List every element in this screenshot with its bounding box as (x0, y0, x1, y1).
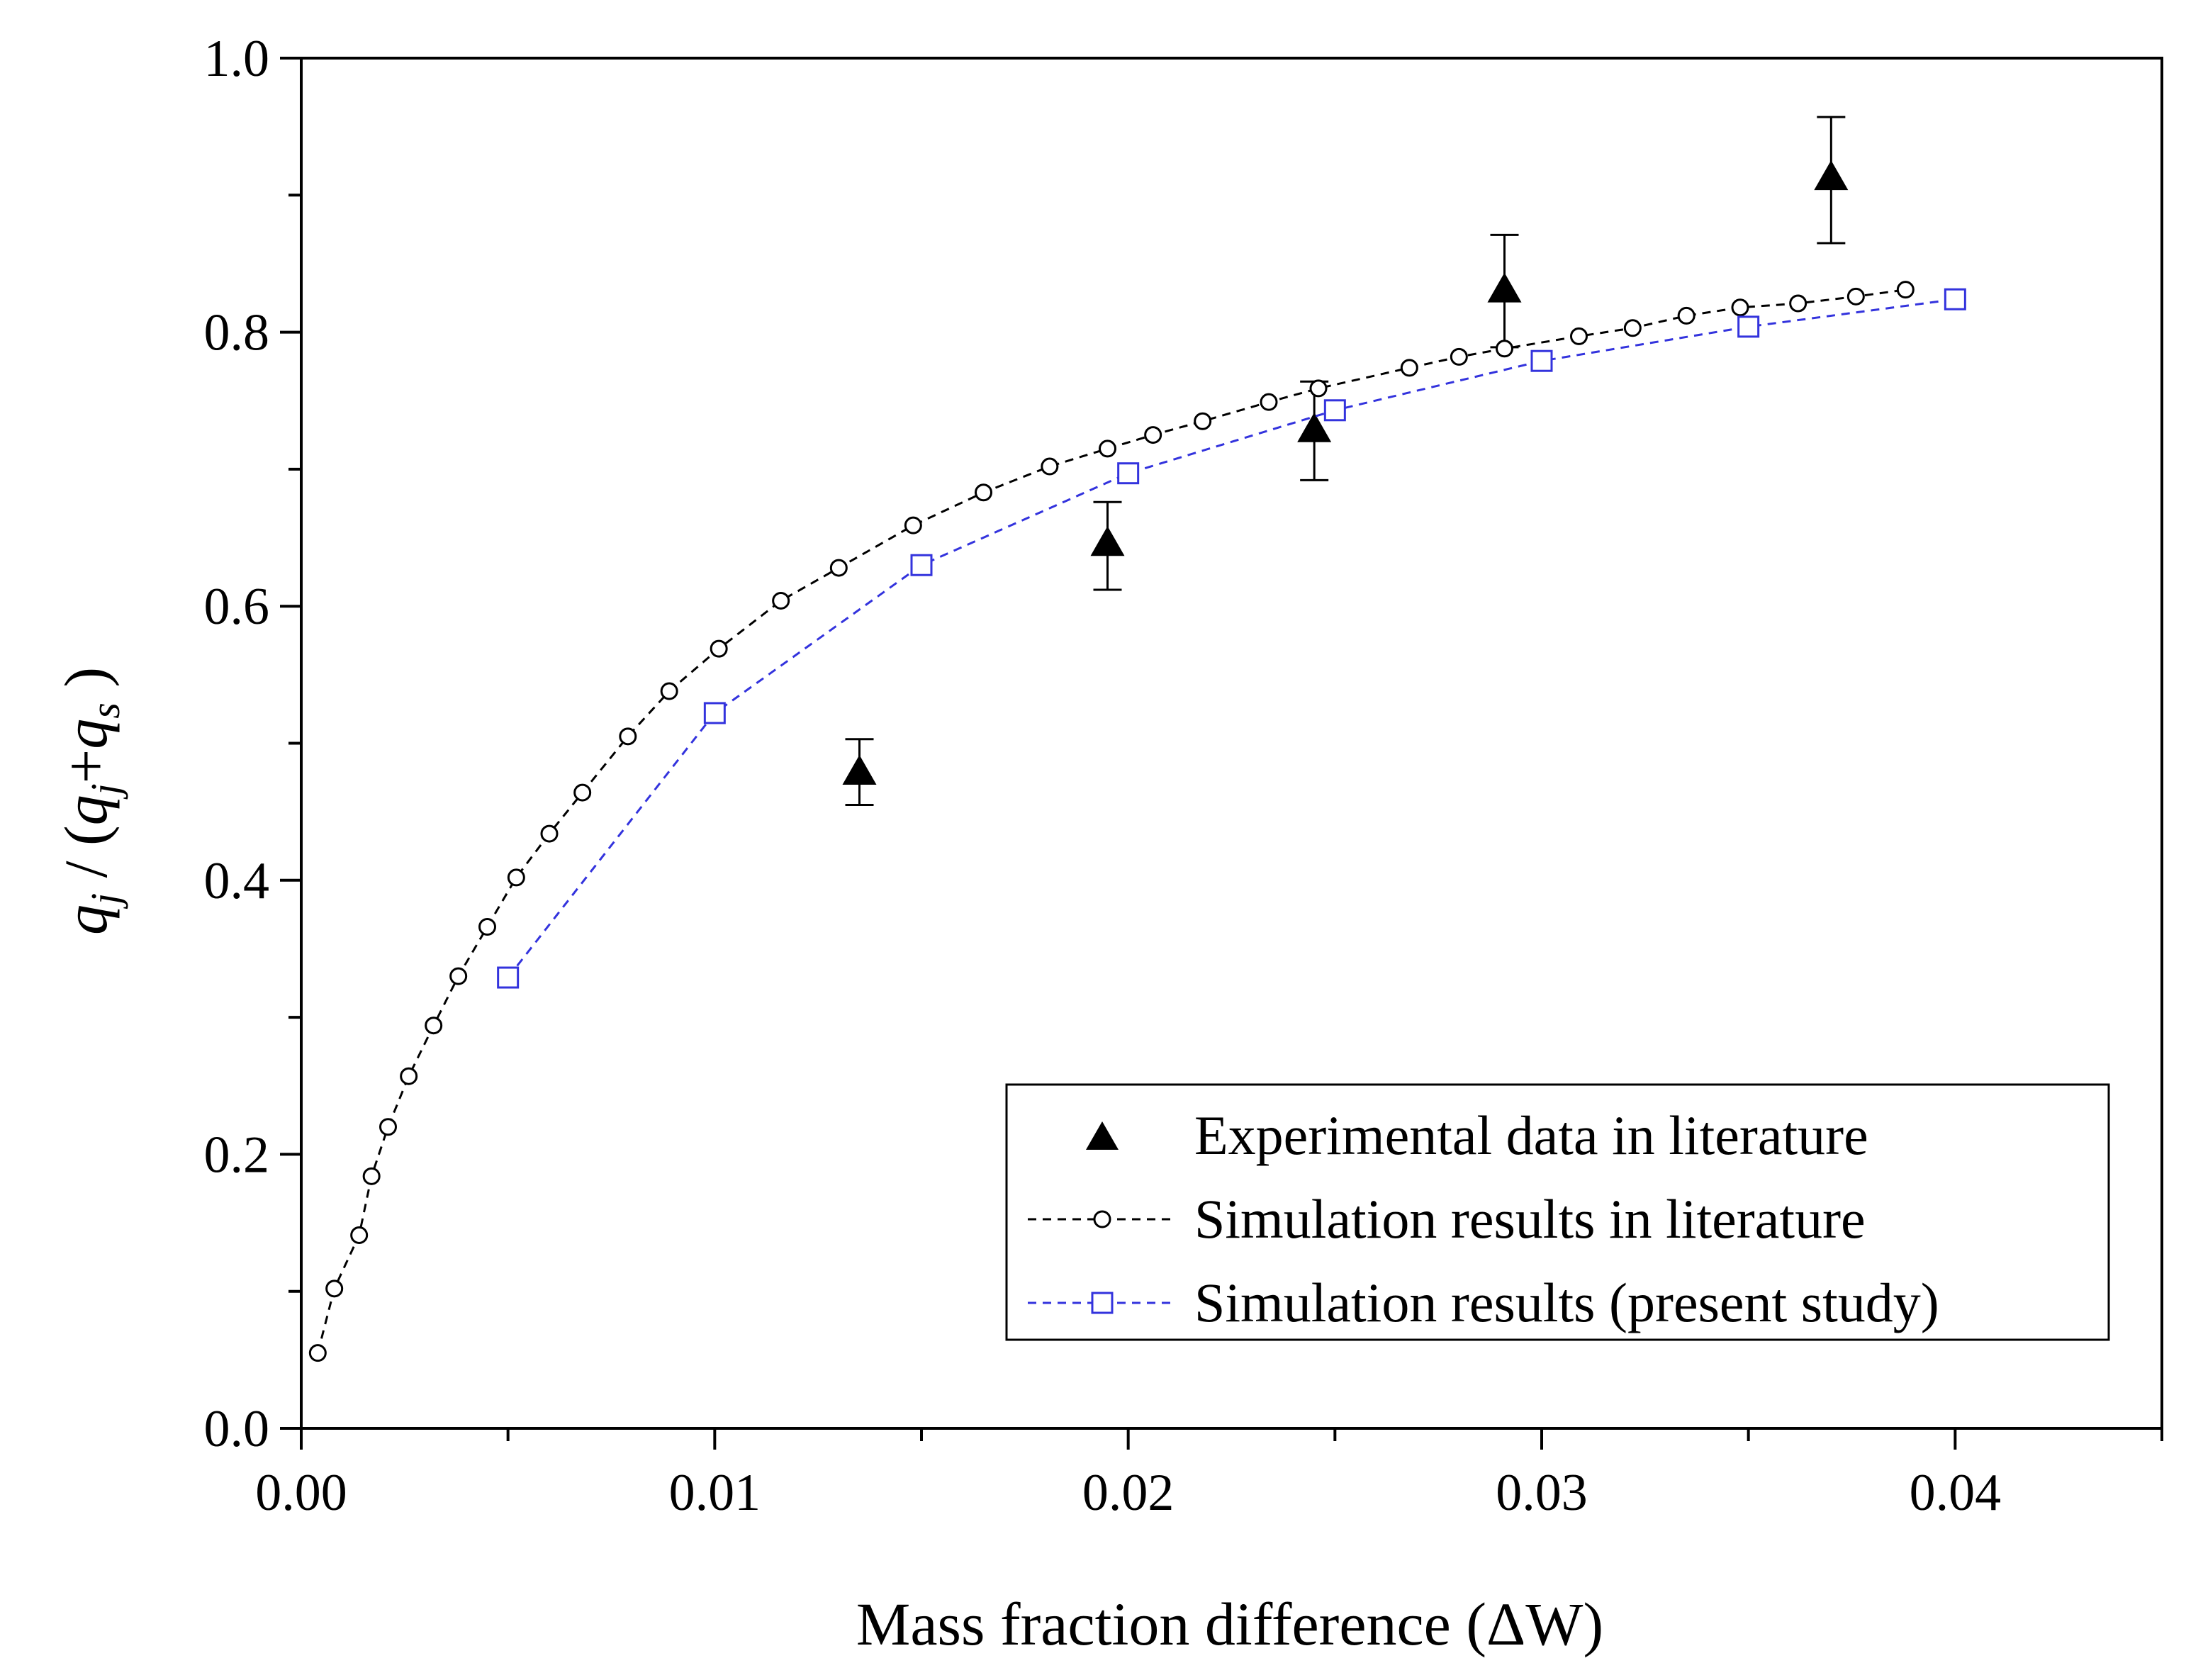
x-axis-title: Mass fraction difference (ΔW) (856, 1590, 1603, 1658)
data-point-circle (1400, 359, 1418, 377)
data-point-triangle (1297, 412, 1332, 442)
y-title-q: q (52, 719, 120, 749)
data-point-circle (1099, 439, 1116, 458)
series-layer (308, 116, 1966, 1362)
legend-label-experimental: Experimental data in literature (1194, 1104, 1868, 1166)
data-point-triangle (1814, 160, 1849, 191)
y-title-q: q (52, 795, 120, 825)
data-point-circle (1260, 393, 1278, 411)
data-point-square (910, 554, 933, 576)
y-tick-label: 0.2 (204, 1126, 270, 1184)
y-title-q: q (52, 905, 120, 935)
legend-box (1005, 1083, 2110, 1341)
y-tick-label: 0.8 (204, 304, 270, 362)
x-tick-label: 0.02 (1082, 1464, 1175, 1522)
data-point-square (1323, 399, 1346, 422)
data-point-square (1944, 288, 1966, 310)
data-point-circle (710, 639, 728, 658)
legend-marker-square (1091, 1292, 1114, 1314)
y-tick-label: 1.0 (204, 30, 270, 88)
data-point-circle (660, 682, 678, 700)
data-point-circle (507, 868, 525, 887)
legend-label-sim-literature: Simulation results in literature (1194, 1188, 1866, 1250)
x-tick-label: 0.03 (1496, 1464, 1588, 1522)
data-point-square (1737, 315, 1760, 338)
data-point-triangle (1487, 272, 1522, 303)
y-axis-title: qj / (qj+qs ) (52, 667, 128, 935)
legend-marker-triangle (1086, 1121, 1119, 1150)
data-point-circle (425, 1017, 443, 1035)
data-point-square (1117, 462, 1140, 485)
data-point-circle (1846, 287, 1865, 306)
series-line-2 (507, 298, 1956, 978)
y-title-close: ) (52, 667, 120, 702)
data-point-circle (1623, 319, 1642, 337)
data-point-circle (1731, 298, 1749, 317)
data-point-square (497, 966, 520, 989)
data-point-circle (1144, 426, 1162, 444)
legend-marker-circle (1093, 1210, 1111, 1228)
data-point-circle (308, 1344, 327, 1362)
x-tick-label: 0.00 (255, 1464, 347, 1522)
y-tick-label: 0.0 (204, 1400, 270, 1458)
data-point-circle (325, 1279, 344, 1298)
data-point-square (703, 702, 726, 724)
data-point-circle (829, 559, 848, 577)
data-point-circle (975, 483, 992, 502)
legend-label-sim-present: Simulation results (present study) (1194, 1272, 1939, 1333)
y-title-sub-s: s (82, 702, 128, 719)
data-point-circle (573, 783, 592, 802)
data-point-circle (1570, 327, 1588, 345)
y-tick-label: 0.6 (204, 578, 270, 636)
data-point-circle (362, 1167, 381, 1185)
data-point-circle (1496, 340, 1513, 358)
y-title-plus: + (52, 749, 120, 784)
data-point-circle (400, 1067, 418, 1085)
data-point-circle (1896, 281, 1915, 299)
data-point-circle (478, 918, 496, 936)
data-point-circle (1194, 412, 1212, 430)
data-point-square (1530, 349, 1553, 372)
data-point-circle (904, 516, 922, 534)
data-point-circle (1677, 306, 1695, 325)
data-point-circle (1789, 294, 1807, 313)
series-line-1 (316, 289, 1906, 1354)
data-point-circle (1309, 379, 1328, 398)
data-point-circle (619, 727, 637, 746)
data-point-circle (1041, 457, 1059, 476)
data-point-circle (379, 1118, 397, 1136)
data-point-circle (449, 967, 468, 985)
data-point-circle (772, 591, 790, 610)
data-point-circle (1450, 347, 1468, 366)
x-tick-label: 0.01 (669, 1464, 761, 1522)
y-tick-label: 0.4 (204, 852, 270, 910)
data-point-circle (540, 824, 559, 843)
ticks-layer: 0.00 0.01 0.02 0.03 0.04 0.0 0.2 0.4 0.6 0.8 1.0 (204, 30, 2163, 1522)
legend: Experimental data in literature Simulati… (1005, 1083, 2110, 1341)
data-point-triangle (1090, 526, 1125, 556)
data-point-triangle (842, 755, 877, 785)
data-point-circle (350, 1226, 369, 1244)
x-tick-label: 0.04 (1910, 1464, 2002, 1522)
y-title-divider: / ( (52, 825, 120, 893)
